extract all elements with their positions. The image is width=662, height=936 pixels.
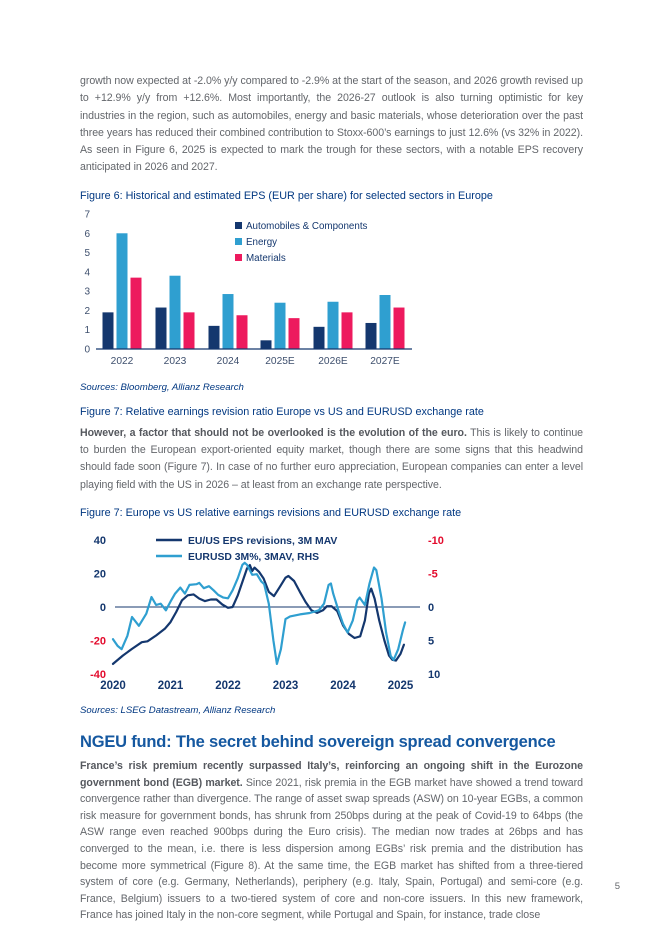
figure7-intro-caption: Figure 7: Relative earnings revision rat… [80, 405, 484, 418]
svg-text:2025: 2025 [388, 680, 414, 692]
svg-text:-5: -5 [428, 568, 438, 580]
svg-text:Materials: Materials [246, 253, 286, 264]
svg-text:2025E: 2025E [265, 356, 295, 367]
svg-text:2: 2 [84, 306, 90, 317]
svg-text:2023: 2023 [273, 680, 299, 692]
svg-text:2020: 2020 [100, 680, 126, 692]
figure6-bar-chart: 0 1 2 3 4 5 6 7 2022 2023 2024 2025E 2026E 2027E Autom… [84, 209, 412, 367]
paragraph-ngeu-lead: France’s risk premium recently surpassed… [80, 759, 583, 789]
svg-text:Energy: Energy [246, 237, 277, 248]
figure7-sources: Sources: LSEG Datastream, Allianz Resear… [80, 704, 276, 716]
figure7-caption: Figure 7: Europe vs US relative earnings… [80, 506, 462, 519]
svg-text:0: 0 [100, 602, 106, 614]
svg-text:0: 0 [428, 602, 434, 614]
figure7-line-chart: 40 20 0 -20 -40 -10 -5 0 5 10 2020 2021 2022 2023 2024… [90, 535, 444, 692]
svg-text:2023: 2023 [164, 356, 187, 367]
svg-text:Automobiles & Components: Automobiles & Components [246, 221, 368, 232]
svg-text:7: 7 [84, 209, 90, 220]
svg-text:20: 20 [94, 568, 106, 580]
svg-text:-40: -40 [90, 669, 106, 681]
svg-text:2027E: 2027E [370, 356, 400, 367]
paragraph-euro: However, a factor that should not be ove… [80, 425, 583, 494]
svg-text:2024: 2024 [217, 356, 240, 367]
paragraph-ngeu: France’s risk premium recently surpassed… [80, 758, 583, 924]
svg-text:0: 0 [84, 344, 90, 355]
svg-text:10: 10 [428, 669, 440, 681]
figure6-caption: Figure 6: Historical and estimated EPS (… [80, 189, 493, 202]
svg-text:2022: 2022 [111, 356, 134, 367]
svg-text:2024: 2024 [330, 680, 356, 692]
figure6-sources: Sources: Bloomberg, Allianz Research [80, 381, 244, 393]
svg-text:6: 6 [84, 229, 90, 240]
paragraph-ngeu-rest: Since 2021, risk premia in the EGB marke… [80, 776, 583, 922]
paragraph-earnings-outlook: growth now expected at -2.0% y/y compare… [80, 75, 583, 174]
svg-text:4: 4 [84, 267, 90, 278]
page-number: 5 [614, 881, 620, 892]
svg-text:5: 5 [84, 248, 90, 259]
svg-text:-10: -10 [428, 535, 444, 547]
section-heading: NGEU fund: The secret behind sovereign s… [80, 732, 556, 751]
svg-text:40: 40 [94, 535, 106, 547]
paragraph-euro-lead: However, a factor that should not be ove… [80, 426, 467, 439]
svg-text:2026E: 2026E [318, 356, 348, 367]
svg-text:5: 5 [428, 635, 434, 647]
svg-text:1: 1 [84, 325, 90, 336]
svg-text:EU/US EPS revisions, 3M MAV: EU/US EPS revisions, 3M MAV [188, 536, 337, 547]
svg-text:3: 3 [84, 286, 90, 297]
svg-text:2021: 2021 [158, 680, 184, 692]
svg-text:2022: 2022 [215, 680, 241, 692]
svg-text:EURUSD 3M%, 3MAV, RHS: EURUSD 3M%, 3MAV, RHS [188, 552, 319, 563]
paragraph-euro-rest: This is likely to continue to burden the… [80, 426, 583, 491]
svg-text:-20: -20 [90, 635, 106, 647]
